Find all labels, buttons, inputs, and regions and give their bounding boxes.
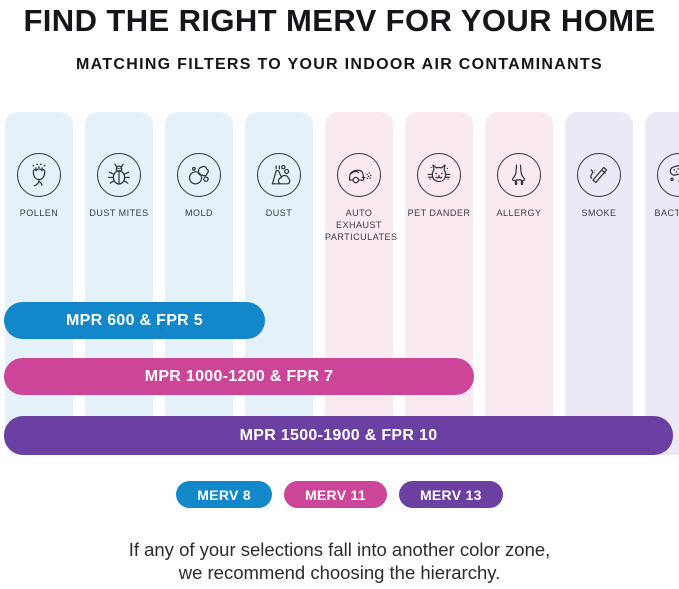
contaminant-columns: POLLEN DUST MITES bbox=[0, 112, 679, 455]
column-smoke: SMOKE bbox=[565, 112, 633, 455]
auto-exhaust-icon bbox=[337, 153, 381, 197]
column-label: DUST bbox=[265, 208, 293, 218]
legend-pill-merv-13: MERV 13 bbox=[398, 481, 503, 508]
column-dust: DUST bbox=[245, 112, 313, 455]
column-label: DUST MITES bbox=[89, 208, 149, 218]
mold-icon bbox=[177, 153, 221, 197]
column-label: PET DANDER bbox=[407, 208, 471, 218]
column-dust-mites: DUST MITES bbox=[85, 112, 153, 455]
dust-icon bbox=[257, 153, 301, 197]
bar-merv-11-label: MPR 1000-1200 & FPR 7 bbox=[144, 367, 334, 385]
column-label: SMOKE bbox=[581, 208, 617, 218]
column-auto-exhaust: AUTO EXHAUST PARTICULATES bbox=[325, 112, 398, 455]
pet-dander-icon bbox=[417, 153, 461, 197]
dust-mites-icon bbox=[97, 153, 141, 197]
legend-pill-merv-8: MERV 8 bbox=[176, 481, 272, 508]
footer-line-1: If any of your selections fall into anot… bbox=[128, 539, 551, 560]
merv-legend: MERV 8 MERV 11 MERV 13 bbox=[0, 481, 679, 508]
legend-pill-label: MERV 8 bbox=[197, 486, 251, 503]
column-label: AUTO EXHAUST PARTICULATES bbox=[325, 208, 398, 243]
page-title: FIND THE RIGHT MERV FOR YOUR HOME bbox=[23, 3, 656, 38]
bacteria-icon bbox=[657, 153, 679, 197]
bar-merv-8: MPR 600 & FPR 5 bbox=[4, 302, 265, 339]
column-pet-dander: PET DANDER bbox=[405, 112, 473, 455]
bar-merv-8-label: MPR 600 & FPR 5 bbox=[66, 311, 203, 329]
column-mold: MOLD bbox=[165, 112, 233, 455]
allergy-icon bbox=[497, 153, 541, 197]
column-pollen: POLLEN bbox=[5, 112, 73, 455]
bar-merv-13: MPR 1500-1900 & FPR 10 bbox=[4, 416, 673, 455]
column-bacteria: BACTERIA bbox=[645, 112, 679, 455]
column-label: MOLD bbox=[184, 208, 213, 218]
legend-pill-label: MERV 11 bbox=[304, 486, 366, 503]
legend-pill-merv-11: MERV 11 bbox=[283, 481, 387, 508]
contaminant-board: POLLEN DUST MITES bbox=[0, 112, 679, 455]
column-allergy: ALLERGY bbox=[485, 112, 553, 455]
footer-line-2: we recommend choosing the hierarchy. bbox=[178, 562, 501, 584]
legend-pill-label: MERV 13 bbox=[419, 486, 482, 503]
column-label: BACTERIA bbox=[654, 208, 679, 218]
column-label: ALLERGY bbox=[496, 208, 542, 218]
smoke-icon bbox=[577, 153, 621, 197]
pollen-icon bbox=[17, 153, 61, 197]
footer-note: If any of your selections fall into anot… bbox=[0, 538, 679, 584]
page-subtitle: MATCHING FILTERS TO YOUR INDOOR AIR CONT… bbox=[76, 56, 603, 73]
bar-merv-13-label: MPR 1500-1900 & FPR 10 bbox=[239, 426, 438, 444]
bar-merv-11: MPR 1000-1200 & FPR 7 bbox=[4, 358, 474, 395]
column-label: POLLEN bbox=[19, 208, 59, 218]
